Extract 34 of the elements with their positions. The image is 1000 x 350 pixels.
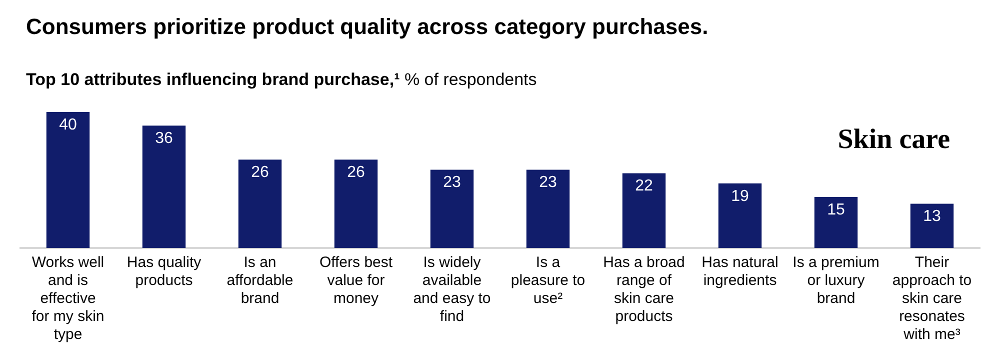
data-label: 23: [539, 174, 557, 192]
bar: [238, 160, 282, 248]
bar: [814, 197, 858, 248]
bar: [430, 170, 474, 248]
x-tick-label: Is widely available and easy to find: [413, 254, 491, 326]
y-axis-title: % of respondents: [404, 70, 537, 89]
bar: [334, 160, 378, 248]
x-tick-label: Is a premium or luxury brand: [792, 254, 880, 308]
x-tick-label: Works well and is effective for my skin type: [32, 254, 104, 344]
bar: [622, 173, 666, 248]
data-label: 36: [155, 130, 173, 148]
x-tick-label: Has quality products: [126, 254, 202, 290]
bar: [526, 170, 570, 248]
data-label: 26: [347, 164, 365, 182]
chart-title: Consumers prioritize product quality across category purchases.: [26, 14, 708, 40]
x-tick-label: Is an affordable brand: [226, 254, 294, 308]
data-label: 13: [923, 208, 941, 226]
bar: [142, 126, 186, 248]
data-label: 40: [59, 116, 77, 134]
data-label: 23: [443, 174, 461, 192]
x-tick-label: Offers best value for money: [319, 254, 394, 308]
data-label: 15: [827, 201, 845, 218]
x-tick-label: Has a broad range of skin care products: [603, 254, 685, 326]
bar: [910, 204, 954, 248]
chart-subtitle: Top 10 attributes influencing brand purchase,¹: [26, 70, 400, 89]
bar: [718, 183, 762, 248]
data-label: 26: [251, 164, 269, 182]
data-label: 19: [731, 188, 749, 205]
data-label: 22: [635, 178, 653, 195]
annotation: Skin care: [838, 124, 950, 156]
bar: [46, 112, 90, 248]
x-tick-label: Is a pleasure to use²: [510, 254, 586, 308]
x-tick-label: Their approach to skin care resonates with me³: [892, 254, 972, 344]
x-tick-label: Has natural ingredients: [702, 254, 778, 290]
